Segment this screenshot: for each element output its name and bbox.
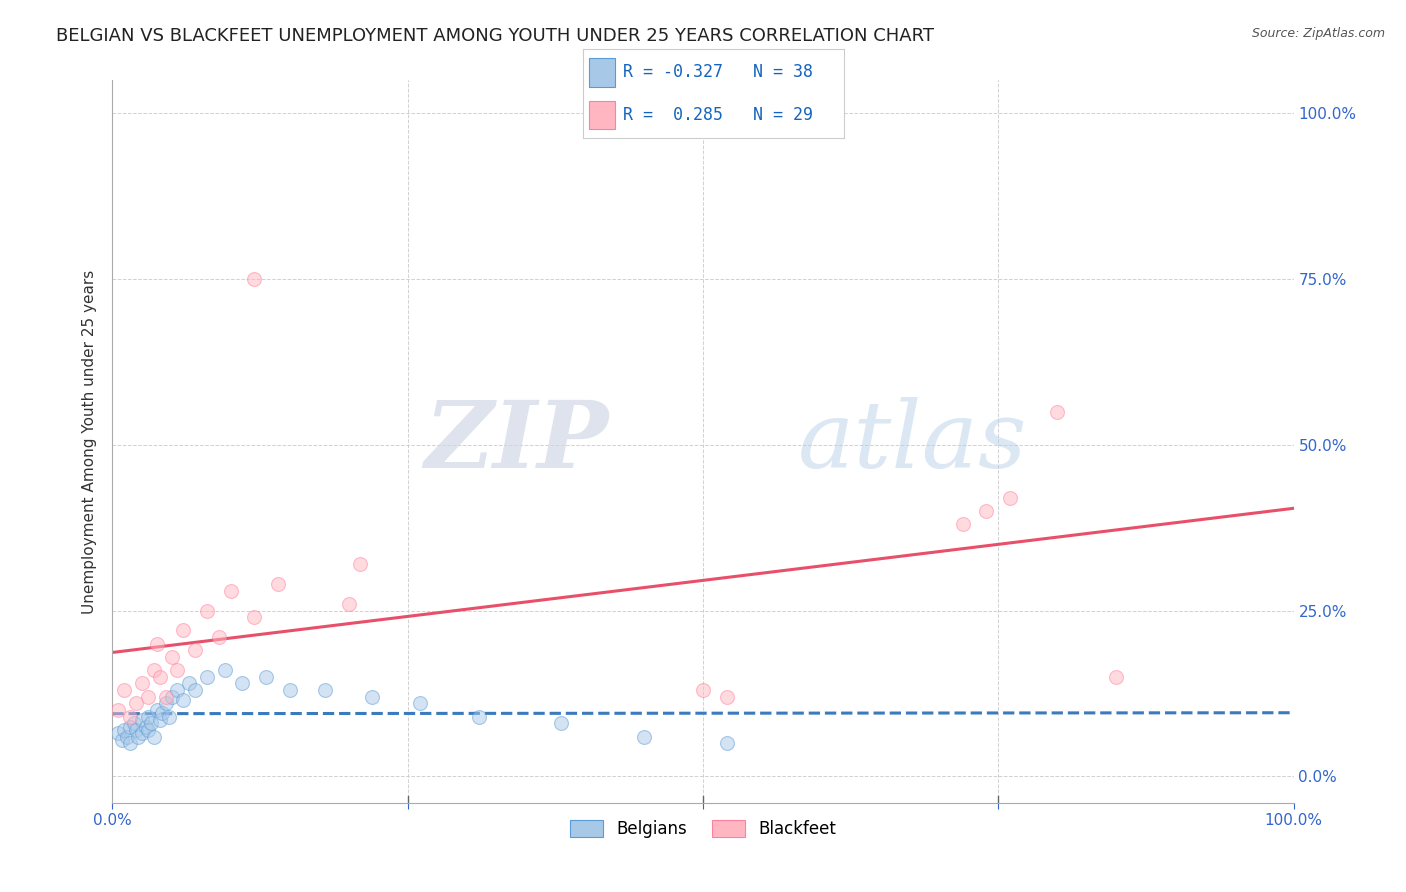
Point <box>267 577 290 591</box>
Text: Source: ZipAtlas.com: Source: ZipAtlas.com <box>1251 27 1385 40</box>
Point <box>166 663 188 677</box>
Point <box>120 709 142 723</box>
Point <box>195 670 218 684</box>
Point <box>131 726 153 740</box>
Point <box>136 690 159 704</box>
Point <box>408 697 430 711</box>
Point <box>278 683 301 698</box>
Bar <box>589 101 614 129</box>
Point <box>337 597 360 611</box>
Point <box>136 709 159 723</box>
Point <box>115 730 138 744</box>
Point <box>131 676 153 690</box>
Point <box>219 583 242 598</box>
Point <box>120 736 142 750</box>
Point <box>155 690 177 704</box>
Point <box>111 732 134 747</box>
Point <box>160 690 183 704</box>
Point <box>692 683 714 698</box>
Point <box>550 716 572 731</box>
Point <box>122 716 145 731</box>
Point <box>467 709 489 723</box>
Legend: Belgians, Blackfeet: Belgians, Blackfeet <box>562 814 844 845</box>
Point <box>243 272 266 286</box>
Point <box>149 670 172 684</box>
Point <box>179 676 201 690</box>
Point <box>716 736 738 750</box>
Point <box>112 683 135 698</box>
Point <box>142 730 165 744</box>
Point <box>231 676 253 690</box>
Point <box>1046 405 1069 419</box>
Point <box>184 683 207 698</box>
Point <box>125 697 148 711</box>
Point <box>146 703 169 717</box>
Point <box>998 491 1021 505</box>
Point <box>976 504 998 518</box>
Point <box>314 683 336 698</box>
Point <box>125 723 148 737</box>
Point <box>160 650 183 665</box>
Text: BELGIAN VS BLACKFEET UNEMPLOYMENT AMONG YOUTH UNDER 25 YEARS CORRELATION CHART: BELGIAN VS BLACKFEET UNEMPLOYMENT AMONG … <box>56 27 934 45</box>
Text: R = -0.327   N = 38: R = -0.327 N = 38 <box>623 62 813 81</box>
Text: ZIP: ZIP <box>425 397 609 486</box>
Point <box>146 637 169 651</box>
Text: atlas: atlas <box>797 397 1026 486</box>
Point <box>135 720 157 734</box>
Point <box>155 697 177 711</box>
Point <box>107 726 129 740</box>
Point <box>166 683 188 698</box>
Point <box>107 703 129 717</box>
Point <box>243 610 266 624</box>
Point <box>131 713 153 727</box>
Point <box>716 690 738 704</box>
Point <box>157 709 180 723</box>
Point <box>172 693 194 707</box>
Point <box>208 630 231 644</box>
Point <box>112 723 135 737</box>
Point <box>141 716 163 731</box>
Point <box>214 663 236 677</box>
Point <box>184 643 207 657</box>
Point <box>142 663 165 677</box>
Text: R =  0.285   N = 29: R = 0.285 N = 29 <box>623 105 813 124</box>
Point <box>349 557 371 571</box>
Point <box>150 706 173 721</box>
Point <box>149 713 172 727</box>
Y-axis label: Unemployment Among Youth under 25 years: Unemployment Among Youth under 25 years <box>82 269 97 614</box>
Point <box>254 670 277 684</box>
Point <box>361 690 384 704</box>
Point <box>172 624 194 638</box>
Point <box>195 603 218 617</box>
Point <box>952 517 974 532</box>
Point <box>633 730 655 744</box>
Point <box>127 730 149 744</box>
Point <box>1105 670 1128 684</box>
Point <box>120 720 142 734</box>
Point <box>136 723 159 737</box>
Bar <box>589 58 614 87</box>
